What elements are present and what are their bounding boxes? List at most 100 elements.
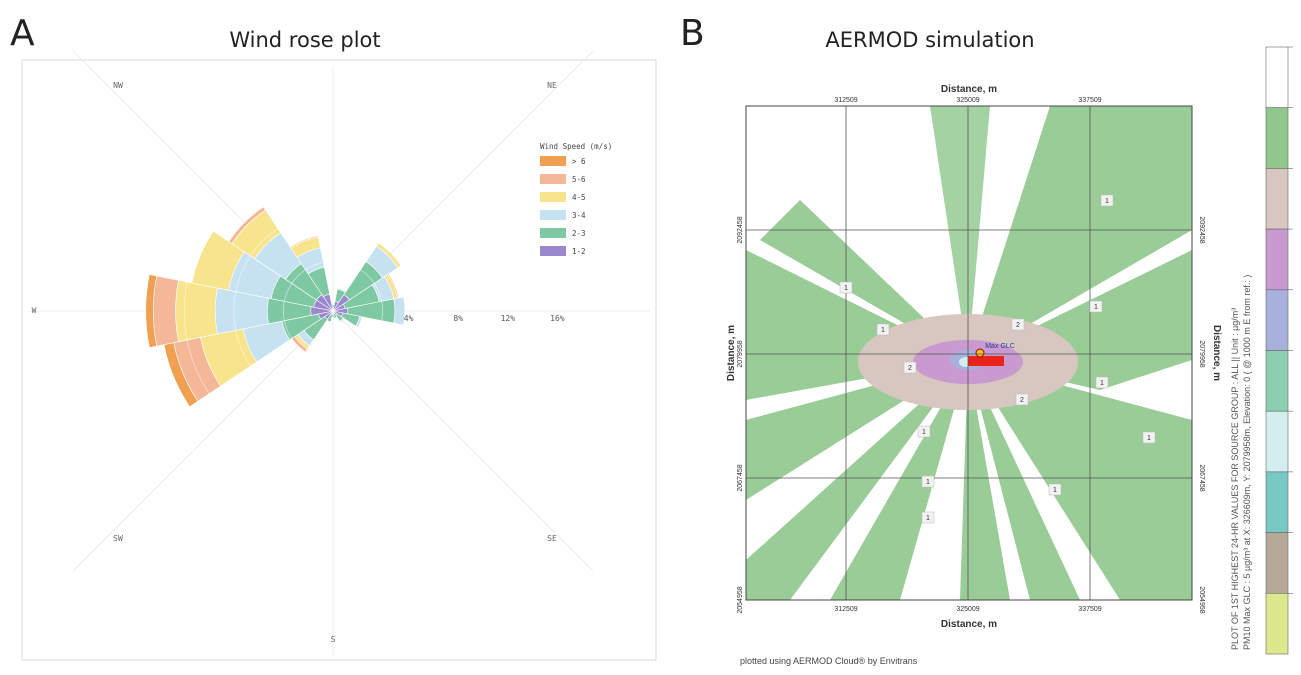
legend-label: 5-6 [572, 175, 586, 184]
x-axis-title-top: Distance, m [941, 84, 997, 95]
plume-sw [746, 360, 968, 600]
plume-s [960, 360, 1010, 600]
wedge-w-0 [145, 274, 158, 348]
contour-label-box [1011, 318, 1025, 331]
y-tick-right: 2054958 [1198, 586, 1205, 613]
x-tick-top: 337509 [1078, 97, 1101, 104]
map-frame [745, 105, 1193, 601]
map-grid [746, 106, 1192, 600]
contour-label: 1 [1100, 380, 1104, 387]
wedge-w-2 [175, 279, 218, 343]
aermod-title: AERMOD simulation [825, 28, 1035, 52]
colorbar-segment [1265, 532, 1289, 594]
plume-n [930, 106, 990, 360]
plume-e [968, 250, 1192, 390]
wedge-se-3 [339, 317, 345, 323]
wedge-nnw-1 [289, 235, 319, 249]
wind-rose-title: Wind rose plot [229, 28, 381, 52]
y-tick-right: 2067458 [1198, 464, 1205, 491]
wind-rose-grid: 4% 8% 12% 16% [134, 112, 565, 510]
legend-swatch [540, 174, 566, 184]
y-tick-left: 2054958 [737, 586, 744, 613]
zone-beige [858, 314, 1078, 410]
contour-label-box [839, 281, 853, 294]
colorbar-segment [1265, 289, 1289, 351]
contour-label-box [921, 511, 935, 524]
x-tick-bottom: 312509 [834, 606, 857, 613]
contour-label: 2 [1016, 322, 1020, 329]
radial-circle [183, 161, 483, 461]
legend-title: Wind Speed (m/s) [540, 142, 612, 151]
contour-label-box [876, 323, 890, 336]
colorbar-segment [1265, 228, 1289, 291]
y-tick-right: 2079958 [1198, 340, 1205, 367]
colorbar [1265, 46, 1293, 655]
colorbar-segment [1265, 107, 1289, 169]
colorbar-segment [1265, 471, 1289, 533]
wedge-ese-3 [355, 315, 363, 328]
contour-label-box [903, 361, 917, 374]
x-tick-top: 312509 [834, 97, 857, 104]
colorbar-segment [1265, 410, 1289, 473]
contour-label: 2 [908, 365, 912, 372]
plume-nw [760, 200, 968, 360]
contour-label: 1 [922, 429, 926, 436]
wedge-wnw-2 [191, 230, 245, 291]
contour-label: 1 [881, 327, 885, 334]
x-tick-bottom: 325009 [956, 606, 979, 613]
plume-ne [968, 106, 1192, 360]
contour-label-box [921, 475, 935, 488]
y-tick-left: 2092458 [737, 216, 744, 243]
radial-tick-label: 12% [501, 314, 516, 323]
radial-tick-label: 16% [550, 314, 565, 323]
contour-label: 2 [1020, 397, 1024, 404]
x-tick-top: 325009 [956, 97, 979, 104]
colorbar-segment [1265, 592, 1289, 655]
contour-label-box [1015, 393, 1029, 406]
wind-rose-chart: 4% 8% 12% 16% NW NE W SW SE S Wind Speed (m/s) > … [21, 50, 657, 661]
compass-label-se: SE [547, 534, 557, 543]
contour-label: 1 [844, 285, 848, 292]
plume-ssw [830, 360, 968, 600]
contour-label: 1 [1053, 487, 1057, 494]
max-glc-label: Max GLC [985, 343, 1015, 350]
wedge-w-1 [152, 275, 179, 347]
colorbar-segment [1265, 168, 1289, 230]
contour-label: 1 [1147, 435, 1151, 442]
compass-label-s: S [331, 635, 336, 644]
side-caption-2: PM10 Max GLC : 5 µg/m³ at X: 326609m, Y:… [1242, 274, 1252, 650]
panel-a-letter: A [10, 13, 35, 54]
contour-label-box [1089, 300, 1103, 313]
plume-w [746, 250, 968, 400]
radial-tick-label: 8% [453, 314, 463, 323]
plume-se [968, 360, 1192, 600]
wedge-nw-1 [228, 206, 266, 244]
compass-label-sw: SW [113, 534, 123, 543]
wedge-e-3 [393, 296, 406, 326]
contour-label-box [1095, 376, 1109, 389]
legend-label: > 6 [572, 157, 586, 166]
compass-label-w: W [32, 306, 37, 315]
concentration-contours [746, 106, 1192, 600]
legend-label: 2-3 [572, 229, 586, 238]
panel-b-letter: B [680, 13, 705, 54]
y-tick-left: 2067458 [737, 464, 744, 491]
zone-light [959, 357, 973, 367]
y-tick-right: 2092458 [1198, 216, 1205, 243]
contour-label-box [1100, 194, 1114, 207]
wind-rose-legend: Wind Speed (m/s) > 6 5-6 4-5 3-4 2-3 1-2 [540, 142, 612, 256]
y-axis-title-right: Distance, m [1211, 325, 1222, 381]
wind-rose-wedges [145, 206, 406, 408]
legend-swatch [540, 210, 566, 220]
x-axis-title-bottom: Distance, m [941, 619, 997, 630]
wedge-ne-2 [375, 242, 402, 269]
y-axis-title-left: Distance, m [726, 325, 737, 381]
side-caption-1: PLOT OF 1ST HIGHEST 24-HR VALUES FOR SOU… [1230, 307, 1240, 650]
wind-rose-labels: NW NE W SW SE S [32, 81, 557, 644]
plume-wsw [746, 360, 968, 500]
y-tick-left: 2079958 [737, 340, 744, 367]
legend-swatch [540, 228, 566, 238]
aermod-footer: plotted using AERMOD Cloud® by Envitrans [740, 656, 918, 666]
guide-line [332, 310, 594, 572]
plume-sse [968, 360, 1080, 600]
